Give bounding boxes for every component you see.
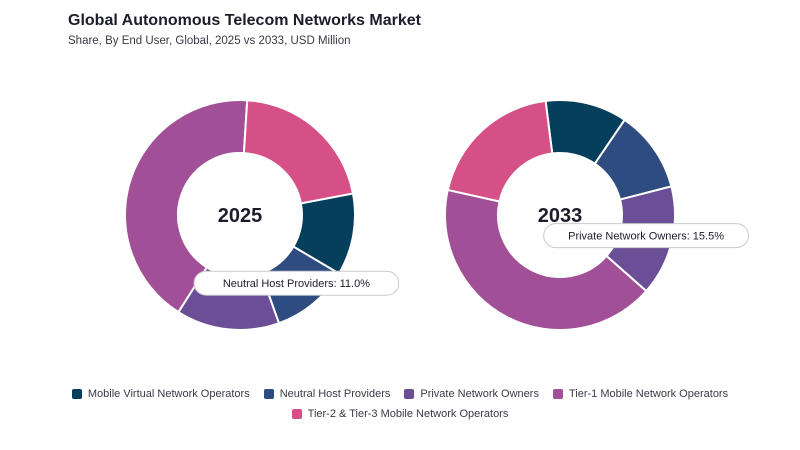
legend-item-private-network[interactable]: Private Network Owners	[404, 384, 539, 404]
legend-swatch	[263, 389, 274, 399]
legend-swatch	[291, 409, 302, 419]
callout-box	[543, 223, 749, 249]
donut-slice-2025-4[interactable]	[242, 99, 355, 205]
callout-text: Private Network Owners: 15.5%	[568, 231, 724, 243]
callout-2033: Private Network Owners: 15.5%	[543, 223, 749, 249]
donut-center-label-2025: 2025	[218, 205, 263, 227]
legend-swatch	[404, 389, 415, 399]
legend: Mobile Virtual Network Operators Neutral…	[0, 384, 800, 424]
legend-item-tier1[interactable]: Tier-1 Mobile Network Operators	[552, 384, 729, 404]
legend-item-mvno[interactable]: Mobile Virtual Network Operators	[71, 384, 250, 404]
callout-box	[193, 270, 400, 296]
donut-slice-2033-4[interactable]	[446, 99, 554, 203]
chart-subtitle: Share, By End User, Global, 2025 vs 2033…	[68, 35, 351, 47]
legend-label: Mobile Virtual Network Operators	[87, 388, 250, 400]
legend-label: Private Network Owners	[420, 388, 539, 400]
donut-slice-2033-3[interactable]	[444, 188, 648, 331]
callout-text: Neutral Host Providers: 11.0%	[223, 278, 370, 290]
chart-title: Global Autonomous Telecom Networks Marke…	[68, 12, 421, 29]
legend-label: Neutral Host Providers	[279, 388, 391, 400]
legend-label: Tier-1 Mobile Network Operators	[568, 388, 729, 400]
donut-center-label-2033: 2033	[538, 205, 583, 227]
legend-swatch	[71, 389, 82, 399]
legend-item-tier2-tier3[interactable]: Tier-2 & Tier-3 Mobile Network Operators	[291, 404, 509, 424]
legend-label: Tier-2 & Tier-3 Mobile Network Operators	[307, 408, 509, 420]
legend-item-neutral-host[interactable]: Neutral Host Providers	[263, 384, 391, 404]
donut-slice-2025-3[interactable]	[124, 99, 249, 314]
legend-swatch	[552, 389, 563, 399]
callout-2025: Neutral Host Providers: 11.0%	[193, 270, 400, 296]
